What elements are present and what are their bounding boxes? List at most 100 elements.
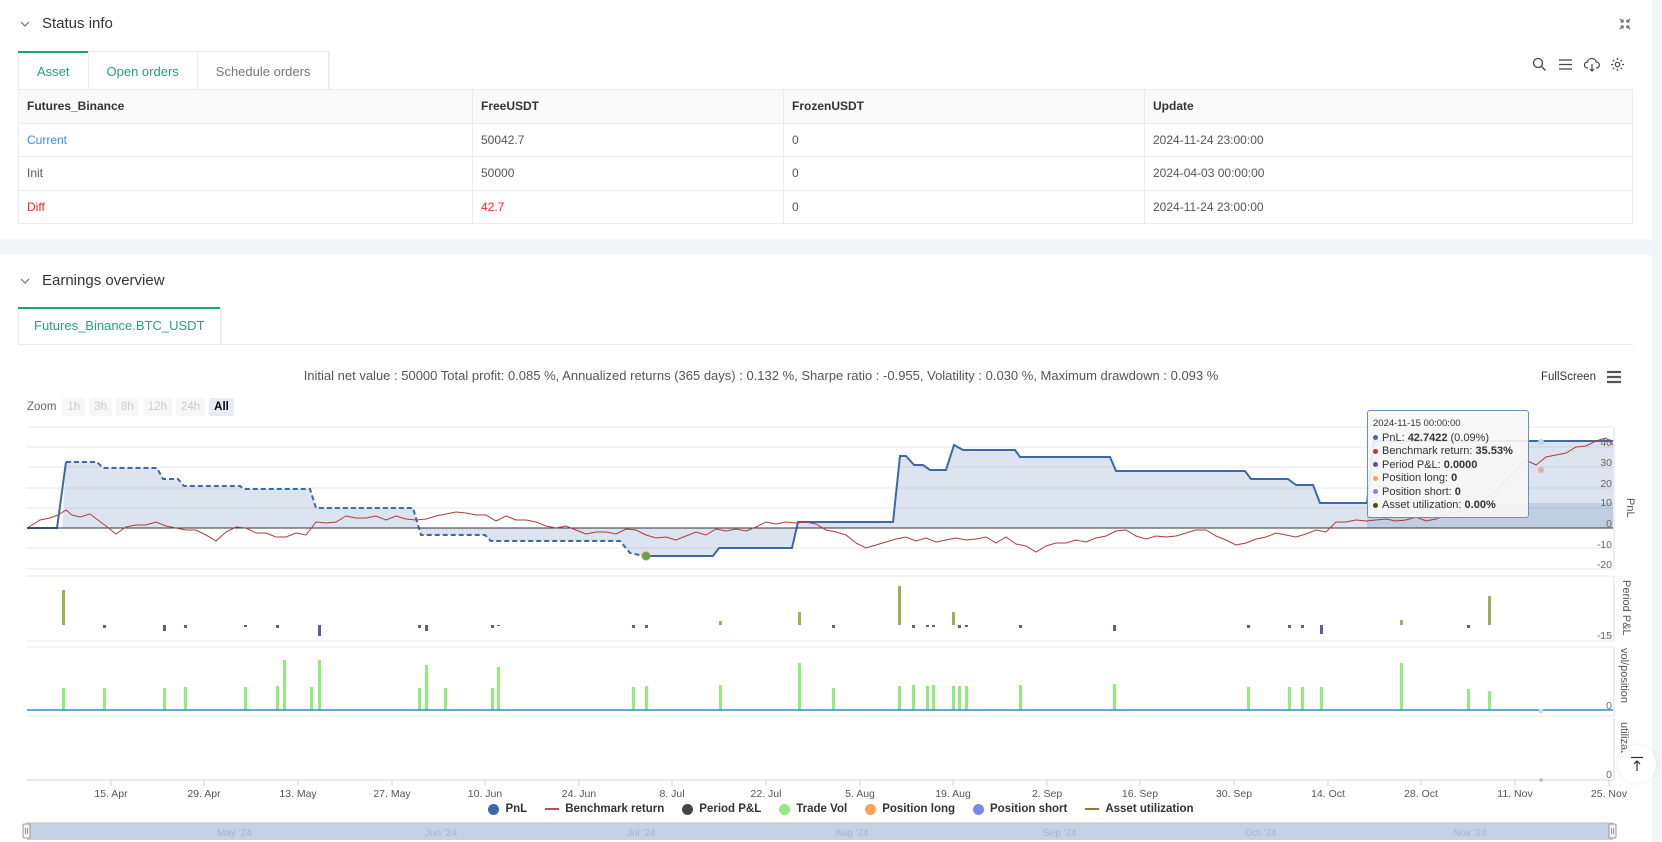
tab-underline (18, 344, 1633, 345)
legend-item-position-long[interactable]: Position long (865, 803, 955, 815)
zoom-24h-button[interactable]: 24h (175, 398, 206, 416)
zoom-all-button[interactable]: All (209, 398, 234, 416)
page-scroll-gutter (1652, 0, 1662, 842)
tooltip-row-position-short: Position short: 0 (1373, 486, 1523, 500)
svg-text:Oct '24: Oct '24 (1245, 828, 1277, 839)
tooltip-row-pnl: PnL: 42.7422 (0.09%) (1373, 432, 1523, 446)
trade-marker (641, 551, 651, 561)
earnings-overview-header[interactable]: Earnings overview (18, 272, 165, 289)
pnl-axis-title: PnL (1624, 498, 1636, 518)
period-pnl-bars (62, 586, 1491, 636)
asset-utilization-legend-icon (1085, 808, 1100, 810)
tab-schedule-orders[interactable]: Schedule orders (198, 52, 330, 92)
tab-open-orders[interactable]: Open orders (89, 52, 198, 92)
fullscreen-button[interactable]: FullScreen (1541, 371, 1596, 383)
tooltip-row-asset-utilization: Asset utilization: 0.00% (1373, 499, 1523, 513)
position-short-dot-icon (1373, 489, 1378, 495)
navigator-labels: May '24 Jun '24 Jul '24 Aug '24 Sep '24 … (217, 828, 1487, 839)
status-info-header[interactable]: Status info (18, 15, 113, 32)
collapse-fullscreen-icon[interactable] (1618, 17, 1634, 33)
legend-item-period-pnl[interactable]: Period P&L (682, 803, 761, 815)
svg-text:16. Sep: 16. Sep (1122, 788, 1158, 800)
cell: 0 (783, 189, 1145, 224)
zoom-12h-button[interactable]: 12h (142, 398, 172, 416)
svg-text:40: 40 (1600, 437, 1612, 449)
row-label-init: Init (18, 156, 473, 191)
scroll-to-top-button[interactable] (1618, 745, 1656, 783)
earnings-tabs: Futures_Binance.BTC_USDT (18, 307, 222, 345)
svg-text:11. Nov: 11. Nov (1497, 788, 1533, 800)
svg-text:19. Aug: 19. Aug (935, 788, 971, 800)
search-icon[interactable] (1532, 57, 1548, 73)
svg-text:30. Sep: 30. Sep (1216, 788, 1252, 800)
trade-vol-bars (62, 660, 1491, 710)
cell: 50000 (472, 156, 784, 191)
performance-summary: Initial net value : 50000 Total profit: … (303, 368, 1219, 383)
table-header-row: Futures_Binance FreeUSDT FrozenUSDT Upda… (18, 89, 1633, 124)
svg-text:Jul '24: Jul '24 (627, 828, 656, 839)
tooltip-time: 2024-11-15 00:00:00 (1373, 418, 1461, 429)
cloud-download-icon[interactable] (1584, 57, 1600, 73)
benchmark-line (26, 437, 1614, 553)
tooltip-row-period-pnl: Period P&L: 0.0000 (1373, 459, 1523, 473)
navigator-handle-left (22, 823, 31, 839)
svg-text:-15: -15 (1597, 630, 1612, 642)
col-header: FrozenUSDT (783, 89, 1145, 124)
zoom-selector: Zoom 1h 3h 8h 12h 24h All (27, 398, 234, 416)
row-label-current[interactable]: Current (18, 122, 473, 157)
chevron-down-icon (18, 274, 32, 288)
col-header: Futures_Binance (18, 89, 473, 124)
svg-text:15. Apr: 15. Apr (94, 788, 128, 800)
svg-text:30: 30 (1600, 457, 1612, 469)
row-label-diff: Diff (18, 189, 473, 224)
svg-text:13. May: 13. May (279, 788, 317, 800)
cell: 42.7 (472, 189, 784, 224)
legend-item-benchmark-return[interactable]: Benchmark return (545, 803, 664, 815)
tab-futures-binance-btc-usdt[interactable]: Futures_Binance.BTC_USDT (18, 307, 221, 344)
svg-text:May '24: May '24 (217, 828, 252, 839)
svg-text:10. Jun: 10. Jun (468, 788, 503, 800)
legend-item-pnl[interactable]: PnL (488, 803, 527, 815)
zoom-3h-button[interactable]: 3h (89, 398, 112, 416)
pnl-area (27, 441, 1613, 556)
zoom-1h-button[interactable]: 1h (62, 398, 86, 416)
table-row: Current 50042.7 0 2024-11-24 23:00:00 (18, 122, 1633, 157)
hover-point-benchmark (1538, 467, 1544, 473)
trade-vol-legend-icon (779, 803, 791, 815)
pnl-legend-icon (488, 803, 500, 815)
position-long-legend-icon (865, 803, 877, 815)
pnl-line (27, 461, 67, 529)
navigator-handle-right (1608, 823, 1617, 839)
svg-text:28. Oct: 28. Oct (1404, 788, 1438, 800)
legend-item-trade-vol[interactable]: Trade Vol (779, 803, 847, 815)
table-row: Init 50000 0 2024-04-03 00:00:00 (18, 156, 1633, 191)
pnl-line-dashed (66, 461, 645, 557)
chart-tooltip: 2024-11-15 00:00:00 PnL: 42.7422 (0.09%)… (1367, 410, 1529, 518)
tab-asset[interactable]: Asset (18, 51, 89, 92)
list-icon[interactable] (1558, 57, 1574, 73)
gear-icon[interactable] (1610, 57, 1626, 73)
navigator-range[interactable] (27, 823, 1613, 840)
legend-item-position-short[interactable]: Position short (973, 803, 1067, 815)
legend-item-asset-utilization[interactable]: Asset utilization (1085, 803, 1194, 815)
period-pnl-axis-title: Period P&L (1620, 580, 1632, 636)
chevron-down-icon (18, 17, 32, 31)
svg-text:Aug '24: Aug '24 (835, 828, 869, 839)
cell: 2024-11-24 23:00:00 (1144, 189, 1633, 224)
svg-text:10: 10 (1600, 497, 1612, 509)
svg-text:22. Jul: 22. Jul (751, 788, 782, 800)
svg-text:-20: -20 (1597, 559, 1612, 571)
tooltip-row-benchmark: Benchmark return: 35.53% (1373, 445, 1523, 459)
svg-text:Jun '24: Jun '24 (425, 828, 457, 839)
svg-text:0: 0 (1606, 769, 1612, 781)
chart-legend: PnL Benchmark return Period P&L Trade Vo… (0, 803, 1652, 815)
pnl-axis-labels: 40 30 20 10 0 -10 -20 (1597, 437, 1612, 571)
period-pnl-dot-icon (1373, 462, 1378, 468)
zoom-8h-button[interactable]: 8h (116, 398, 139, 416)
chart-menu-icon[interactable] (1606, 370, 1622, 384)
benchmark-legend-icon (545, 808, 560, 810)
benchmark-dot-icon (1373, 448, 1378, 454)
cell: 0 (783, 156, 1145, 191)
svg-text:5. Aug: 5. Aug (845, 788, 875, 800)
